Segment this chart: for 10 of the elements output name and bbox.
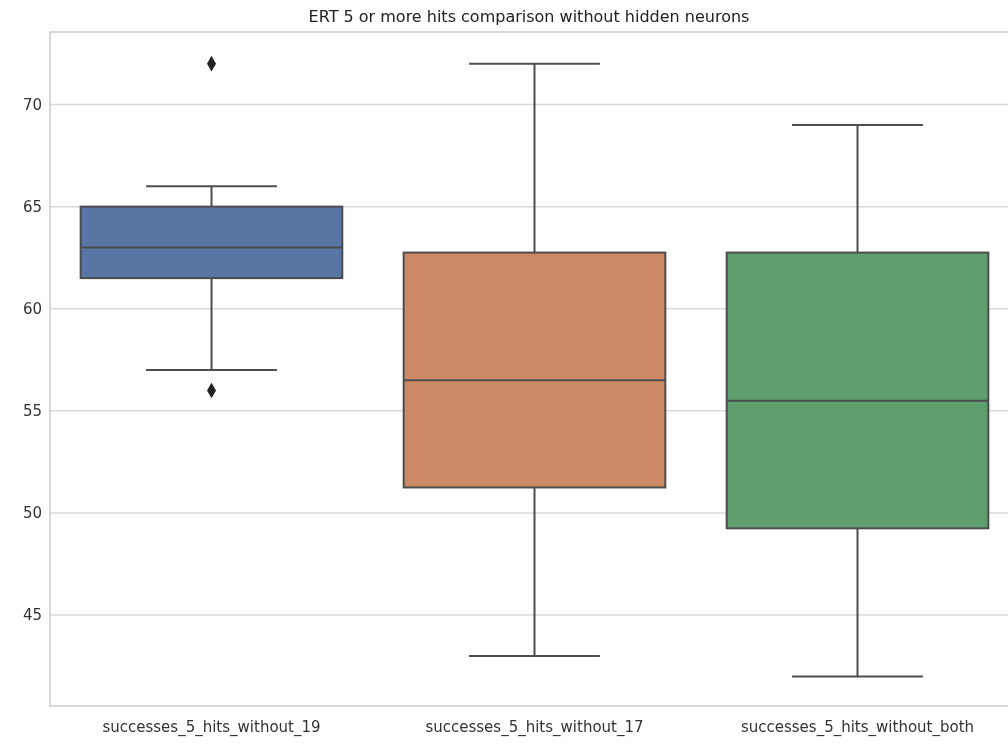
y-tick-label: 55 bbox=[22, 402, 42, 421]
y-tick-label: 70 bbox=[22, 95, 42, 114]
chart-title: ERT 5 or more hits comparison without hidden neurons bbox=[308, 7, 750, 26]
x-tick-label: successes_5_hits_without_19 bbox=[102, 718, 321, 737]
x-tick-label: successes_5_hits_without_17 bbox=[425, 718, 644, 737]
y-tick-label: 60 bbox=[22, 300, 42, 318]
y-tick-label: 65 bbox=[22, 197, 42, 216]
y-tick-label: 45 bbox=[22, 606, 42, 625]
y-tick-label: 50 bbox=[22, 504, 42, 523]
x-tick-label: successes_5_hits_without_both bbox=[740, 718, 975, 737]
